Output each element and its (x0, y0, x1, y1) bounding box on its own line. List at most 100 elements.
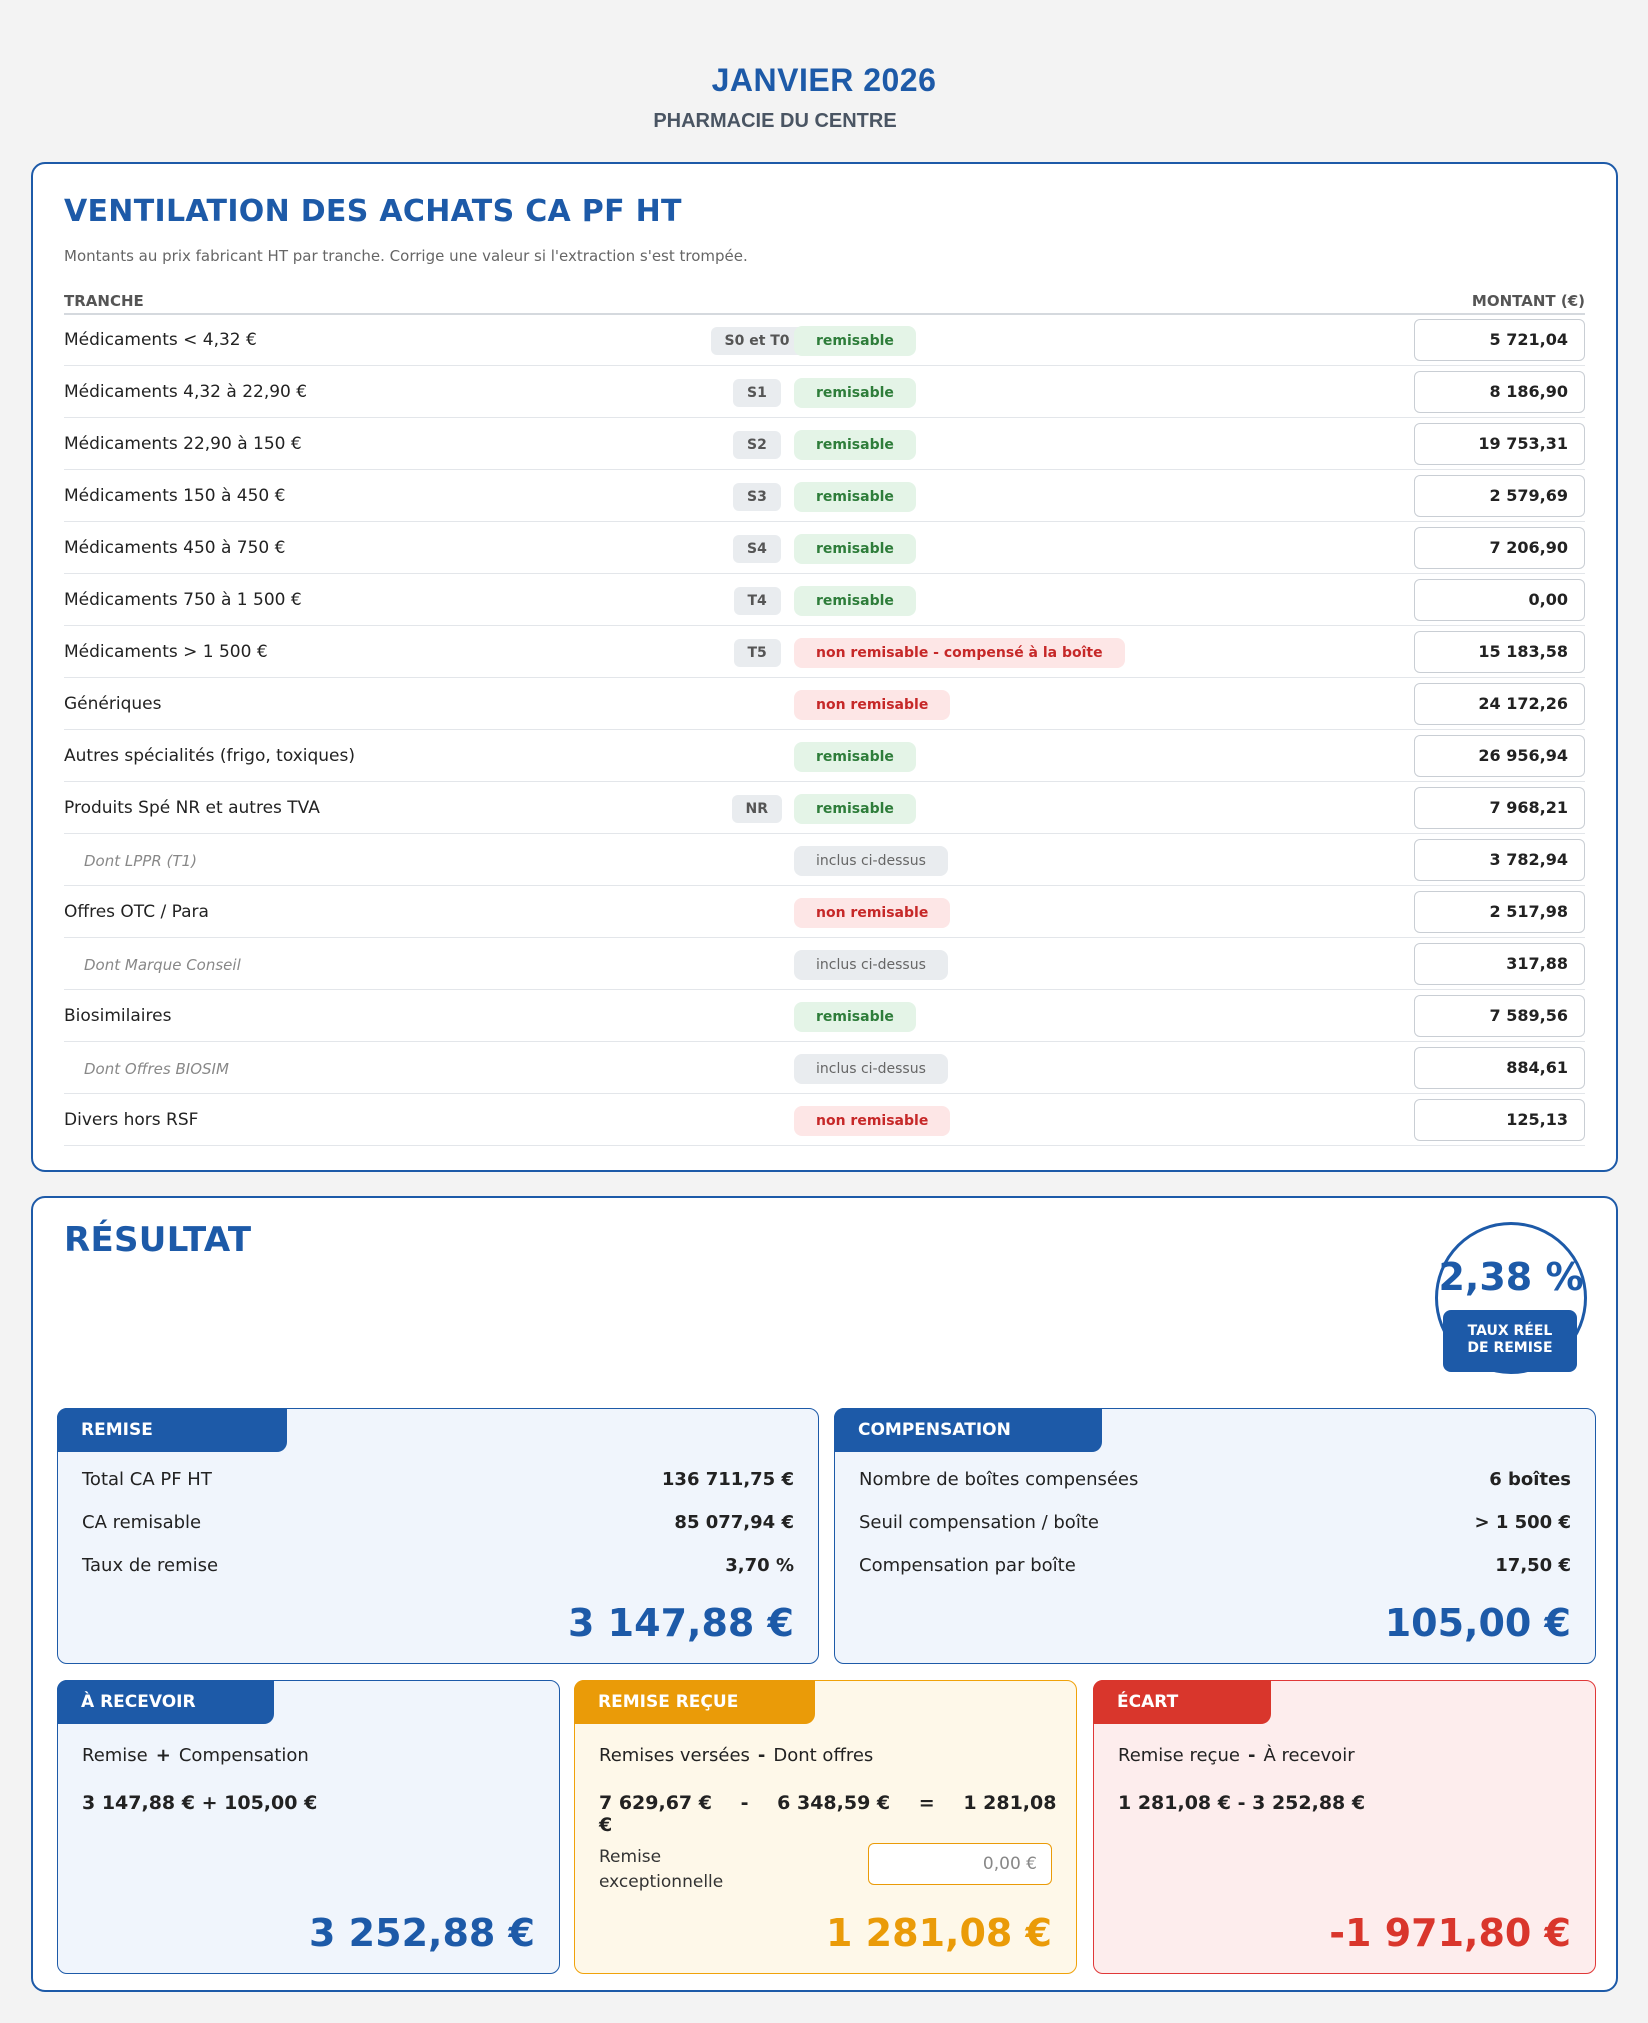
amount-input[interactable]: 5 721,04 (1414, 319, 1585, 361)
remise-status-tag: non remisable (794, 690, 951, 720)
remise-tab: REMISE (57, 1408, 287, 1452)
compensation-row-value: 17,50 € (1495, 1555, 1571, 1576)
amount-input[interactable]: 24 172,26 (1414, 683, 1585, 725)
compensation-row-label: Seuil compensation / boîte (859, 1512, 1099, 1533)
amount-input[interactable]: 7 206,90 (1414, 527, 1585, 569)
tranche-label: Médicaments 4,32 à 22,90 € (64, 382, 308, 402)
a-recevoir-formula: Remise + Compensation (82, 1745, 309, 1766)
remise-total: 3 147,88 € (568, 1601, 794, 1645)
remise-row-label: CA remisable (82, 1512, 202, 1533)
formula-term: Remises versées (599, 1745, 750, 1766)
compensation-row-label: Nombre de boîtes compensées (859, 1469, 1139, 1490)
remise-status-tag: remisable (794, 1002, 916, 1032)
amount-input[interactable]: 2 579,69 (1414, 475, 1585, 517)
remise-status-tag: remisable (794, 586, 916, 616)
tranche-label: Médicaments < 4,32 € (64, 330, 257, 350)
rate-value: 2,38 % (1438, 1255, 1584, 1299)
remise-row: Total CA PF HT 136 711,75 € (82, 1469, 794, 1499)
remise-status-tag: inclus ci-dessus (794, 1054, 948, 1084)
tranche-code-badge: S1 (733, 379, 781, 407)
remise-recue-box: REMISE REÇUE Remises versées - Dont offres… (574, 1680, 1077, 1974)
tranche-row: Dont LPPR (T1) inclus ci-dessus 3 782,94 (64, 834, 1585, 886)
compensation-row: Seuil compensation / boîte > 1 500 € (859, 1512, 1571, 1542)
tranche-code-badge: S4 (733, 535, 781, 563)
remise-row-value: 3,70 % (725, 1555, 794, 1576)
remise-status-tag: remisable (794, 378, 916, 408)
remise-exceptionnelle-input[interactable]: 0,00 € (868, 1843, 1052, 1885)
remise-recue-values: 7 629,67 € - 6 348,59 € = 1 281,08 € (599, 1792, 1076, 1836)
compensation-box: COMPENSATION Nombre de boîtes compensées… (834, 1408, 1596, 1664)
remise-exceptionnelle-label: Remise exceptionnelle (599, 1845, 723, 1895)
tranche-row: Médicaments 150 à 450 € S3 remisable 2 579,… (64, 470, 1585, 522)
ecart-tab: ÉCART (1093, 1680, 1271, 1724)
amount-input[interactable]: 2 517,98 (1414, 891, 1585, 933)
ventilation-title: VENTILATION DES ACHATS CA PF HT (64, 194, 682, 229)
amount-input[interactable]: 7 589,56 (1414, 995, 1585, 1037)
tranche-label: Biosimilaires (64, 1006, 172, 1026)
compensation-row: Nombre de boîtes compensées 6 boîtes (859, 1469, 1571, 1499)
remise-row-label: Total CA PF HT (82, 1469, 212, 1490)
remise-status-tag: inclus ci-dessus (794, 950, 948, 980)
compensation-tab: COMPENSATION (834, 1408, 1102, 1452)
amount-input[interactable]: 7 968,21 (1414, 787, 1585, 829)
compensation-total: 105,00 € (1384, 1601, 1571, 1645)
ventilation-card: VENTILATION DES ACHATS CA PF HT Montants… (31, 162, 1618, 1172)
tranche-label: Autres spécialités (frigo, toxiques) (64, 746, 356, 766)
tranche-table: Médicaments < 4,32 € S0 et T0 remisable 5 7… (64, 314, 1585, 1146)
tranche-row: Médicaments 450 à 750 € S4 remisable 7 206,… (64, 522, 1585, 574)
formula-term: Dont offres (773, 1745, 874, 1766)
tranche-code-badge: T4 (733, 587, 781, 615)
formula-term: À recevoir (1263, 1745, 1355, 1766)
a-recevoir-tab: À RECEVOIR (57, 1680, 274, 1724)
remise-status-tag: remisable (794, 430, 916, 460)
remise-status-tag: remisable (794, 794, 916, 824)
tranche-row: Biosimilaires remisable 7 589,56 (64, 990, 1585, 1042)
amount-input[interactable]: 15 183,58 (1414, 631, 1585, 673)
compensation-row-value: > 1 500 € (1474, 1512, 1571, 1533)
remise-status-tag: non remisable - compensé à la boîte (794, 638, 1125, 668)
amount-input[interactable]: 317,88 (1414, 943, 1585, 985)
a-recevoir-values: 3 147,88 € + 105,00 € (82, 1792, 318, 1814)
formula-term: Remise (82, 1745, 148, 1766)
value-result: 1 281,08 € (599, 1792, 1057, 1836)
remise-row: CA remisable 85 077,94 € (82, 1512, 794, 1542)
remise-status-tag: remisable (794, 742, 916, 772)
formula-term: Compensation (178, 1745, 309, 1766)
amount-input[interactable]: 19 753,31 (1414, 423, 1585, 465)
tranche-code-badge: T5 (733, 639, 781, 667)
plus-operator: + (155, 1745, 171, 1766)
amount-input[interactable]: 26 956,94 (1414, 735, 1585, 777)
page-header: JANVIER 2026 PHARMACIE DU CENTRE (0, 0, 1648, 160)
rate-label: TAUX RÉEL DE REMISE (1443, 1310, 1577, 1372)
amount-input[interactable]: 884,61 (1414, 1047, 1585, 1089)
remise-status-tag: non remisable (794, 1106, 951, 1136)
remise-status-tag: remisable (794, 482, 916, 512)
minus-operator: - (740, 1792, 749, 1814)
rate-label-line-1: TAUX RÉEL (1467, 1323, 1553, 1339)
minus-operator: - (1247, 1745, 1256, 1766)
amount-input[interactable]: 125,13 (1414, 1099, 1585, 1141)
remise-row-label: Taux de remise (82, 1555, 219, 1576)
tranche-code-badge: S2 (733, 431, 781, 459)
tranche-label: Dont LPPR (T1) (84, 852, 197, 870)
tranche-label: Médicaments 22,90 à 150 € (64, 434, 302, 454)
compensation-row-value: 6 boîtes (1489, 1469, 1571, 1490)
compensation-row-label: Compensation par boîte (859, 1555, 1076, 1576)
tranche-row: Divers hors RSF non remisable 125,13 (64, 1094, 1585, 1146)
amount-input[interactable]: 8 186,90 (1414, 371, 1585, 413)
remise-recue-tab: REMISE REÇUE (574, 1680, 815, 1724)
amount-input[interactable]: 0,00 (1414, 579, 1585, 621)
tranche-row: Autres spécialités (frigo, toxiques) remi… (64, 730, 1585, 782)
value-versees: 7 629,67 € (599, 1792, 712, 1814)
remise-status-tag: remisable (794, 534, 916, 564)
tranche-label: Offres OTC / Para (64, 902, 209, 922)
remise-status-tag: remisable (794, 326, 916, 356)
tranche-row: Génériques non remisable 24 172,26 (64, 678, 1585, 730)
header-divider (64, 313, 1585, 315)
page-title: JANVIER 2026 (711, 62, 937, 98)
resultat-title: RÉSULTAT (64, 1220, 252, 1260)
amount-input[interactable]: 3 782,94 (1414, 839, 1585, 881)
tranche-code-badge: S3 (733, 483, 781, 511)
remise-recue-formula: Remises versées - Dont offres (599, 1745, 873, 1766)
ecart-values: 1 281,08 € - 3 252,88 € (1118, 1792, 1366, 1814)
